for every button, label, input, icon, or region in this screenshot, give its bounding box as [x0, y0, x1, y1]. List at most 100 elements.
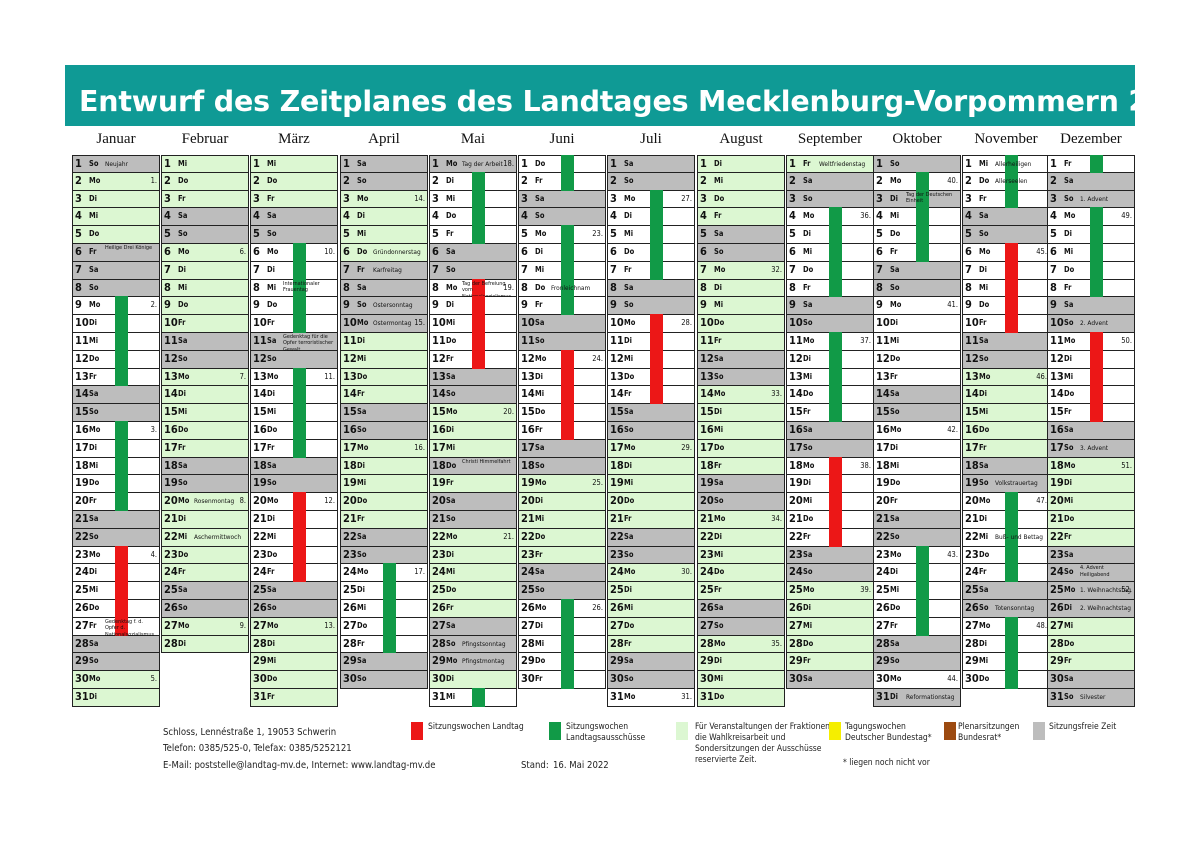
day-cell: 6 Mo 45.	[962, 242, 1050, 262]
day-note: Fronleichnam	[551, 283, 591, 292]
day-note: Gründonnerstag	[373, 247, 421, 256]
day-cell: 31 Mo 31.	[607, 688, 695, 707]
weekday-abbr: Di	[446, 300, 454, 310]
landtag-session-marker	[561, 420, 574, 440]
committee-session-marker	[829, 278, 842, 298]
landtag-session-marker	[650, 314, 663, 333]
committee-session-marker	[1005, 563, 1018, 583]
legend-label-bundestag: Tagungswochen Deutscher Bundestag*	[845, 722, 932, 743]
day-note: 1. Advent	[1080, 194, 1109, 203]
day-number: 8	[700, 280, 707, 294]
day-number: 23	[253, 547, 267, 561]
committee-session-marker	[293, 420, 306, 440]
month-name: August	[719, 131, 763, 147]
weekday-abbr: Sa	[979, 335, 989, 345]
weekday-abbr: Mi	[890, 585, 900, 595]
committee-session-marker	[561, 278, 574, 298]
weekday-abbr: Di	[535, 371, 543, 381]
day-number: 2	[789, 173, 796, 187]
weekday-abbr: Do	[624, 620, 635, 630]
day-number: 29	[343, 654, 357, 668]
day-number: 25	[965, 583, 979, 597]
committee-session-marker	[1090, 242, 1103, 262]
day-number: 9	[432, 298, 439, 312]
day-number: 24	[1050, 565, 1064, 579]
day-number: 29	[965, 654, 979, 668]
day-cell: 23 Mi	[697, 546, 785, 565]
day-number: 11	[700, 333, 714, 347]
day-cell: 23 Fr	[518, 546, 606, 565]
day-number: 25	[432, 583, 446, 597]
committee-session-marker	[561, 296, 574, 316]
legend-swatch-sitzungsfrei	[1033, 722, 1045, 740]
day-cell: 14 Mo 33.	[697, 386, 785, 405]
day-number: 4	[610, 209, 617, 223]
week-number: 6.	[239, 246, 246, 256]
day-number: 18	[75, 458, 89, 472]
day-cell: 30 So	[607, 671, 695, 689]
committee-session-marker	[293, 314, 306, 333]
weekday-abbr: Fr	[267, 567, 275, 577]
weekday-abbr: Mi	[267, 159, 277, 168]
day-cell: 25 Mi	[873, 581, 961, 600]
weekday-abbr: Do	[890, 353, 901, 363]
day-cell: 18 Mo 38.	[786, 456, 874, 476]
day-number: 8	[343, 280, 350, 294]
weekday-abbr: Do	[1064, 513, 1075, 523]
day-number: 16	[965, 422, 979, 436]
day-number: 16	[432, 422, 446, 436]
day-number: 7	[521, 262, 528, 276]
day-cell: 1 Sa	[607, 155, 695, 173]
day-number: 10	[75, 316, 89, 330]
day-cell: 13 Fr	[873, 368, 961, 387]
day-number: 7	[876, 262, 883, 276]
weekday-abbr: Mi	[624, 229, 634, 239]
day-number: 6	[343, 244, 350, 258]
day-note: 2. Advent	[1080, 319, 1109, 328]
weekday-abbr: Fr	[1064, 282, 1072, 292]
day-cell: 21 Di	[962, 509, 1050, 529]
day-number: 1	[343, 157, 350, 170]
weekday-abbr: Sa	[267, 585, 277, 595]
day-cell: 24 Di	[873, 563, 961, 583]
weekday-abbr: Mi	[178, 282, 188, 292]
day-number: 18	[610, 458, 624, 472]
landtag-session-marker	[293, 563, 306, 583]
weekday-abbr: So	[1064, 691, 1074, 701]
weekday-abbr: Di	[1064, 229, 1072, 239]
day-cell: 2 Mo 40.	[873, 171, 961, 191]
weekday-abbr: Sa	[803, 424, 813, 434]
day-note: Totensonntag	[995, 603, 1035, 612]
weekday-abbr: Sa	[890, 513, 900, 523]
day-number: 23	[789, 547, 803, 561]
day-cell: 19 Di	[786, 474, 874, 494]
committee-session-marker	[916, 563, 929, 583]
day-number: 28	[164, 636, 178, 650]
day-cell: 1 So	[873, 155, 961, 173]
weekday-abbr: Do	[535, 656, 546, 666]
weekday-abbr: Fr	[890, 246, 898, 256]
committee-session-marker	[829, 385, 842, 405]
day-cell: 11 Do	[429, 331, 517, 351]
week-number: 35.	[771, 638, 782, 648]
day-number: 22	[876, 529, 890, 543]
week-number: 3.	[150, 424, 157, 434]
day-cell: 22 Fr	[786, 527, 874, 547]
day-number: 29	[789, 654, 803, 668]
weekday-abbr: Di	[446, 175, 454, 185]
day-number: 26	[610, 600, 624, 614]
weekday-abbr: Mi	[535, 389, 545, 399]
day-number: 3	[610, 191, 617, 205]
day-number: 26	[253, 600, 267, 614]
day-cell: 25 Sa	[161, 582, 249, 600]
day-cell: 28 Do	[1047, 635, 1135, 654]
day-number: 30	[610, 672, 624, 686]
day-cell: 25 Sa	[962, 582, 1050, 600]
week-number: 21.	[503, 531, 514, 541]
day-cell: 23 So	[607, 546, 695, 565]
day-number: 17	[521, 440, 535, 454]
day-cell: 12 So	[962, 350, 1050, 369]
day-cell: 23 Do	[161, 546, 249, 565]
day-cell: 6 Mi	[786, 242, 874, 262]
day-number: 24	[965, 565, 979, 579]
